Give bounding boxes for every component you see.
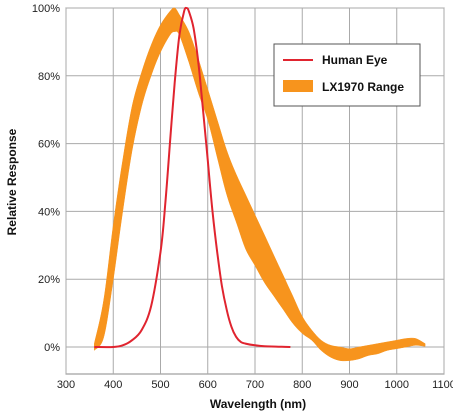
legend-box [273, 43, 421, 107]
legend-swatch-lx1970 [283, 80, 313, 92]
x-tick-label: 600 [199, 379, 217, 391]
y-tick-label: 60% [38, 139, 60, 151]
x-tick-label: 1100 [432, 379, 453, 391]
series-human-eye-line [94, 6, 291, 349]
y-tick-label: 100% [32, 3, 60, 15]
legend: Human Eye LX1970 Range [273, 43, 421, 107]
y-tick-label: 80% [38, 71, 60, 83]
legend-label-human-eye: Human Eye [322, 53, 388, 67]
legend-label-lx1970: LX1970 Range [322, 80, 404, 94]
ticks: 300 400 500 600 700 800 900 1000 1100 0% 20% 40% 60%… [32, 3, 453, 391]
x-axis-label: Wavelength (nm) [210, 397, 306, 411]
x-tick-label: 300 [57, 379, 75, 391]
plot-line [94, 6, 291, 349]
y-axis-label: Relative Response [5, 128, 19, 235]
x-tick-label: 500 [151, 379, 169, 391]
y-tick-label: 40% [38, 206, 60, 218]
x-tick-label: 1000 [385, 379, 409, 391]
x-tick-label: 900 [340, 379, 358, 391]
x-tick-label: 800 [293, 379, 311, 391]
x-tick-label: 400 [104, 379, 122, 391]
y-tick-label: 20% [38, 274, 60, 286]
y-tick-label: 0% [44, 342, 60, 354]
x-tick-label: 700 [246, 379, 264, 391]
